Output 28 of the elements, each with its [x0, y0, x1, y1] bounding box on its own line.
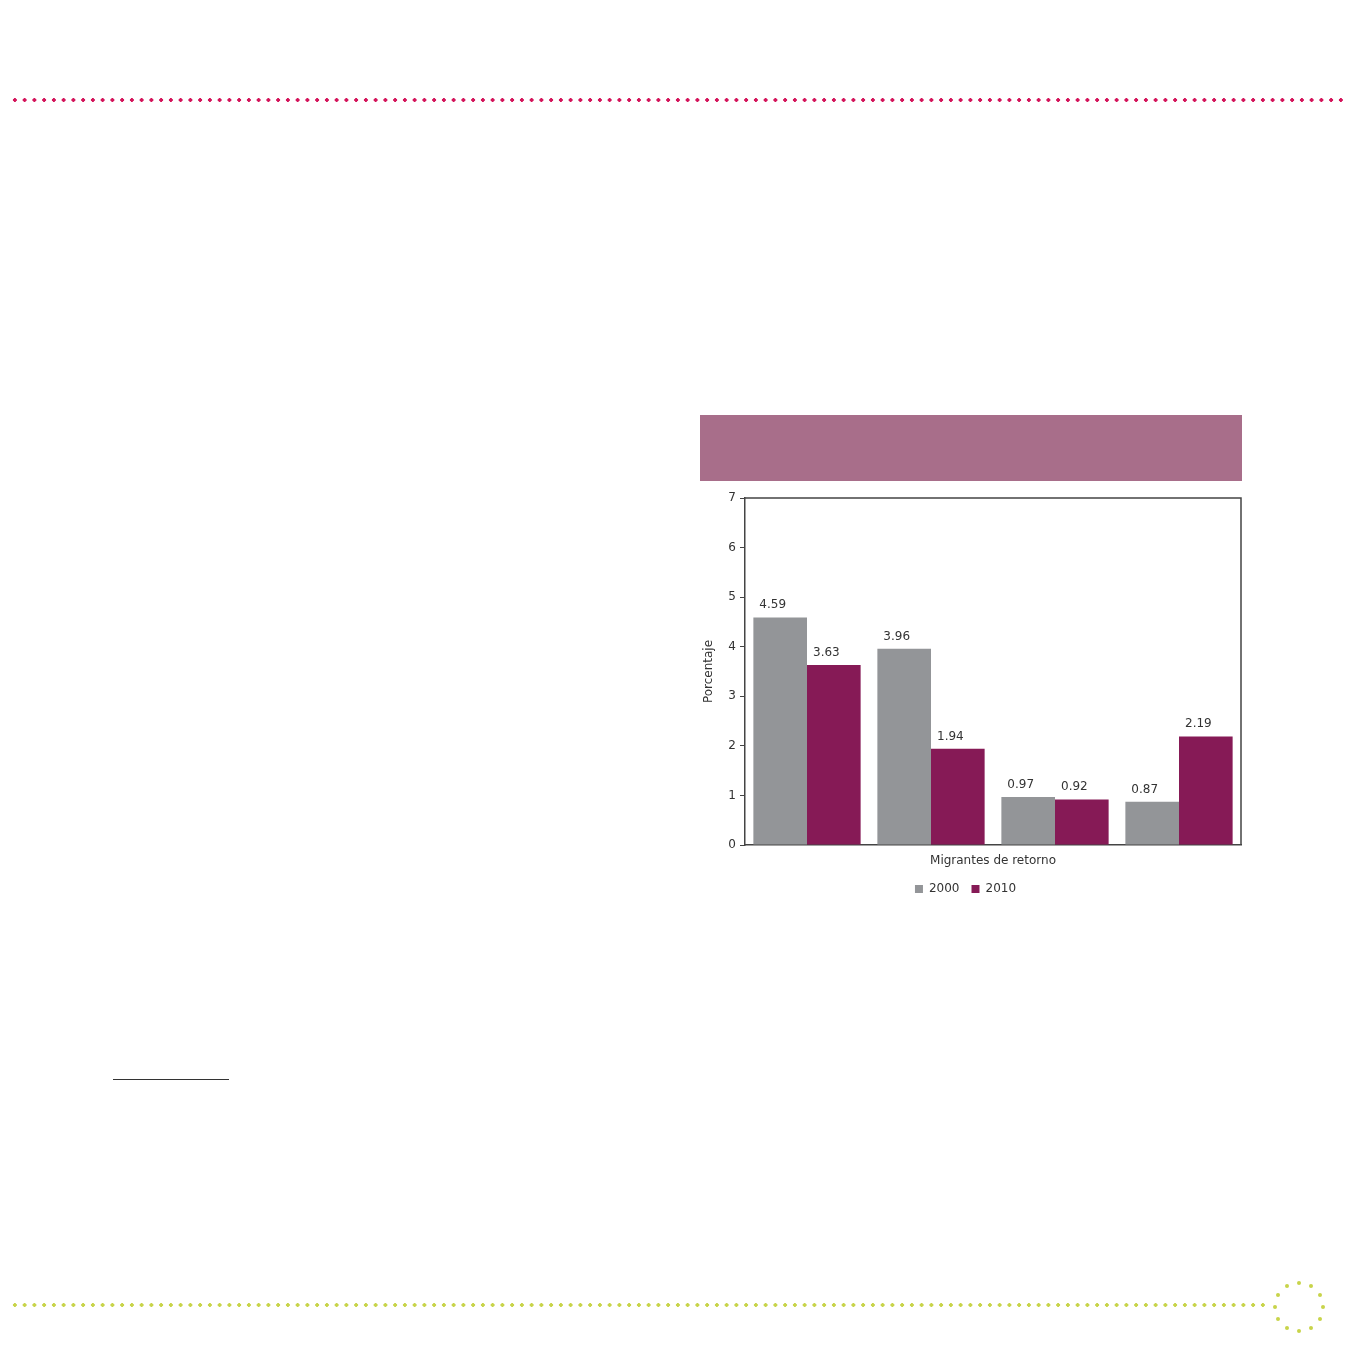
- legend-label: 2000: [928, 881, 960, 896]
- bar: [1125, 801, 1179, 845]
- bar: [1001, 796, 1055, 845]
- bar: [1179, 736, 1233, 845]
- legend-label: 2010: [985, 881, 1017, 896]
- bar: [807, 665, 861, 845]
- bar: [753, 617, 807, 845]
- y-tick-label: 4: [728, 638, 736, 653]
- data-label: 3.63: [813, 645, 840, 660]
- y-tick-label: 6: [728, 539, 736, 554]
- data-label: 1.94: [937, 728, 964, 743]
- y-tick-label: 0: [728, 837, 736, 852]
- bar: [877, 648, 931, 845]
- y-tick-label: 3: [728, 688, 736, 703]
- bar: [1055, 799, 1109, 845]
- data-label: 3.96: [883, 628, 911, 643]
- data-label: 0.92: [1061, 779, 1088, 794]
- y-tick-label: 1: [728, 787, 736, 802]
- y-tick-label: 2: [728, 737, 736, 752]
- data-label: 4.59: [759, 597, 787, 612]
- data-label: 0.87: [1131, 781, 1159, 796]
- y-tick-label: 7: [728, 490, 736, 505]
- x-axis-title: Migrantes de retorno: [930, 852, 1056, 867]
- data-label: 0.97: [1007, 776, 1035, 791]
- bar: [931, 748, 985, 845]
- data-label: 2.19: [1185, 716, 1212, 731]
- y-tick-label: 5: [728, 589, 736, 604]
- y-axis-title: Porcentaje: [701, 639, 716, 704]
